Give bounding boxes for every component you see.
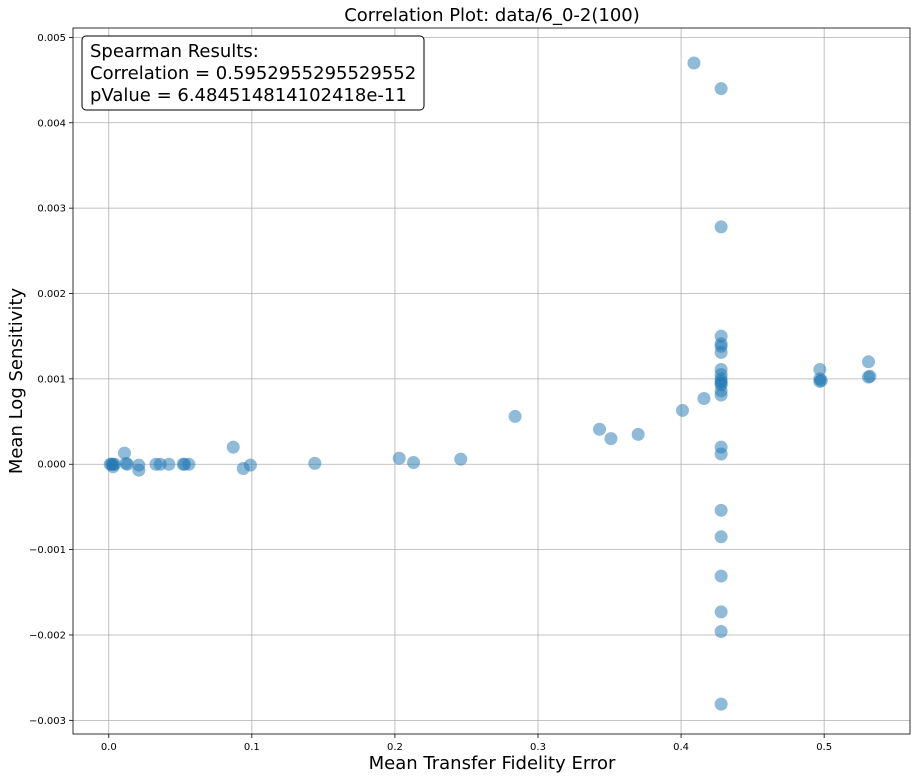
data-point (687, 56, 701, 70)
y-tick-label: 0.004 (37, 118, 66, 129)
x-tick-label: 0.0 (101, 742, 117, 753)
data-point (714, 503, 728, 517)
data-point (106, 457, 120, 471)
data-point (714, 625, 728, 639)
plot-area-frame (72, 27, 911, 735)
y-tick-label: 0.000 (37, 460, 66, 471)
y-axis-title: Mean Log Sensitivity (6, 287, 27, 474)
chart-title: Correlation Plot: data/6_0-2(100) (344, 5, 640, 26)
y-tick-label: 0.002 (37, 289, 66, 300)
data-point (226, 440, 240, 454)
data-point (132, 463, 146, 477)
annotation-line-2: Correlation = 0.5952955295529552 (90, 63, 416, 84)
data-point (714, 697, 728, 711)
data-point (120, 457, 134, 471)
data-point (604, 432, 618, 446)
y-tick-label: −0.001 (29, 545, 66, 556)
x-tick-label: 0.3 (530, 742, 546, 753)
annotation-box (81, 35, 425, 111)
data-point (714, 82, 728, 96)
data-point (593, 422, 607, 436)
x-tick-label: 0.4 (673, 742, 689, 753)
data-point (308, 456, 322, 470)
data-point (813, 362, 827, 376)
data-point (714, 530, 728, 544)
y-tick-label: 0.003 (37, 204, 66, 215)
data-point (118, 446, 132, 460)
x-tick-label: 0.1 (244, 742, 260, 753)
annotation-line-1: Spearman Results: (90, 41, 259, 62)
annotation-line-3: pValue = 6.484514814102418e-11 (90, 85, 407, 106)
x-tick-label: 0.5 (816, 742, 832, 753)
data-point (454, 452, 468, 466)
data-point (162, 457, 176, 471)
data-point (862, 370, 876, 384)
axis-ticks: 0.0 0.1 0.2 0.3 0.4 0.5 −0.003 −0.002 −0.001 0.00… (29, 33, 832, 753)
data-point (714, 605, 728, 619)
data-point (697, 392, 711, 406)
data-point (182, 457, 196, 471)
x-tick-label: 0.2 (387, 742, 403, 753)
y-tick-label: −0.003 (29, 716, 66, 727)
data-point (508, 409, 522, 423)
y-tick-label: 0.001 (37, 374, 66, 385)
x-axis-title: Mean Transfer Fidelity Error (369, 753, 616, 774)
data-point (714, 345, 728, 359)
data-point (862, 355, 876, 369)
data-point (392, 451, 406, 465)
data-point (243, 458, 257, 472)
data-point (631, 427, 645, 441)
y-tick-label: 0.005 (37, 33, 66, 44)
data-points (103, 56, 877, 711)
data-point (714, 447, 728, 461)
spearman-results-box: Spearman Results: Correlation = 0.595295… (81, 35, 425, 111)
data-point (676, 403, 690, 417)
data-point (714, 388, 728, 402)
data-point (714, 569, 728, 583)
data-point (814, 374, 828, 388)
data-point (714, 220, 728, 234)
y-tick-label: −0.002 (29, 630, 66, 641)
data-point (407, 456, 421, 470)
